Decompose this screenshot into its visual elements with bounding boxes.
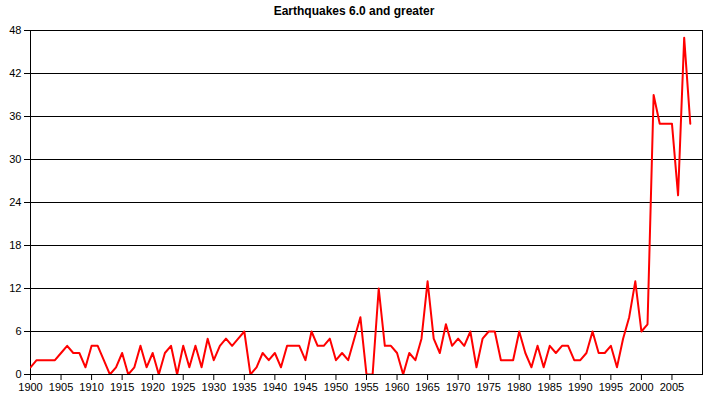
- svg-text:1905: 1905: [49, 381, 73, 393]
- svg-text:1900: 1900: [18, 381, 42, 393]
- svg-text:1940: 1940: [263, 381, 287, 393]
- svg-text:1925: 1925: [171, 381, 195, 393]
- svg-text:18: 18: [9, 239, 21, 251]
- svg-text:1935: 1935: [232, 381, 256, 393]
- svg-text:24: 24: [9, 196, 21, 208]
- svg-text:1950: 1950: [324, 381, 348, 393]
- svg-text:1915: 1915: [110, 381, 134, 393]
- svg-text:1970: 1970: [446, 381, 470, 393]
- svg-text:2005: 2005: [660, 381, 684, 393]
- svg-text:48: 48: [9, 24, 21, 36]
- svg-text:2000: 2000: [629, 381, 653, 393]
- svg-text:0: 0: [15, 368, 21, 380]
- svg-text:30: 30: [9, 153, 21, 165]
- html-text:Earthquakes 6.0 and greater: Earthquakes 6.0 and greater: [273, 4, 435, 18]
- svg-text:36: 36: [9, 110, 21, 122]
- svg-text:1945: 1945: [293, 381, 317, 393]
- svg-text:1955: 1955: [354, 381, 378, 393]
- svg-text:1995: 1995: [599, 381, 623, 393]
- svg-text:1965: 1965: [415, 381, 439, 393]
- svg-text:1985: 1985: [538, 381, 562, 393]
- svg-text:12: 12: [9, 282, 21, 294]
- svg-text:6: 6: [15, 325, 21, 337]
- svg-text:1920: 1920: [140, 381, 164, 393]
- svg-text:1990: 1990: [568, 381, 592, 393]
- svg-text:1980: 1980: [507, 381, 531, 393]
- svg-text:1910: 1910: [79, 381, 103, 393]
- svg-text:42: 42: [9, 67, 21, 79]
- svg-text:1975: 1975: [476, 381, 500, 393]
- svg-text:1960: 1960: [385, 381, 409, 393]
- svg-text:1930: 1930: [202, 381, 226, 393]
